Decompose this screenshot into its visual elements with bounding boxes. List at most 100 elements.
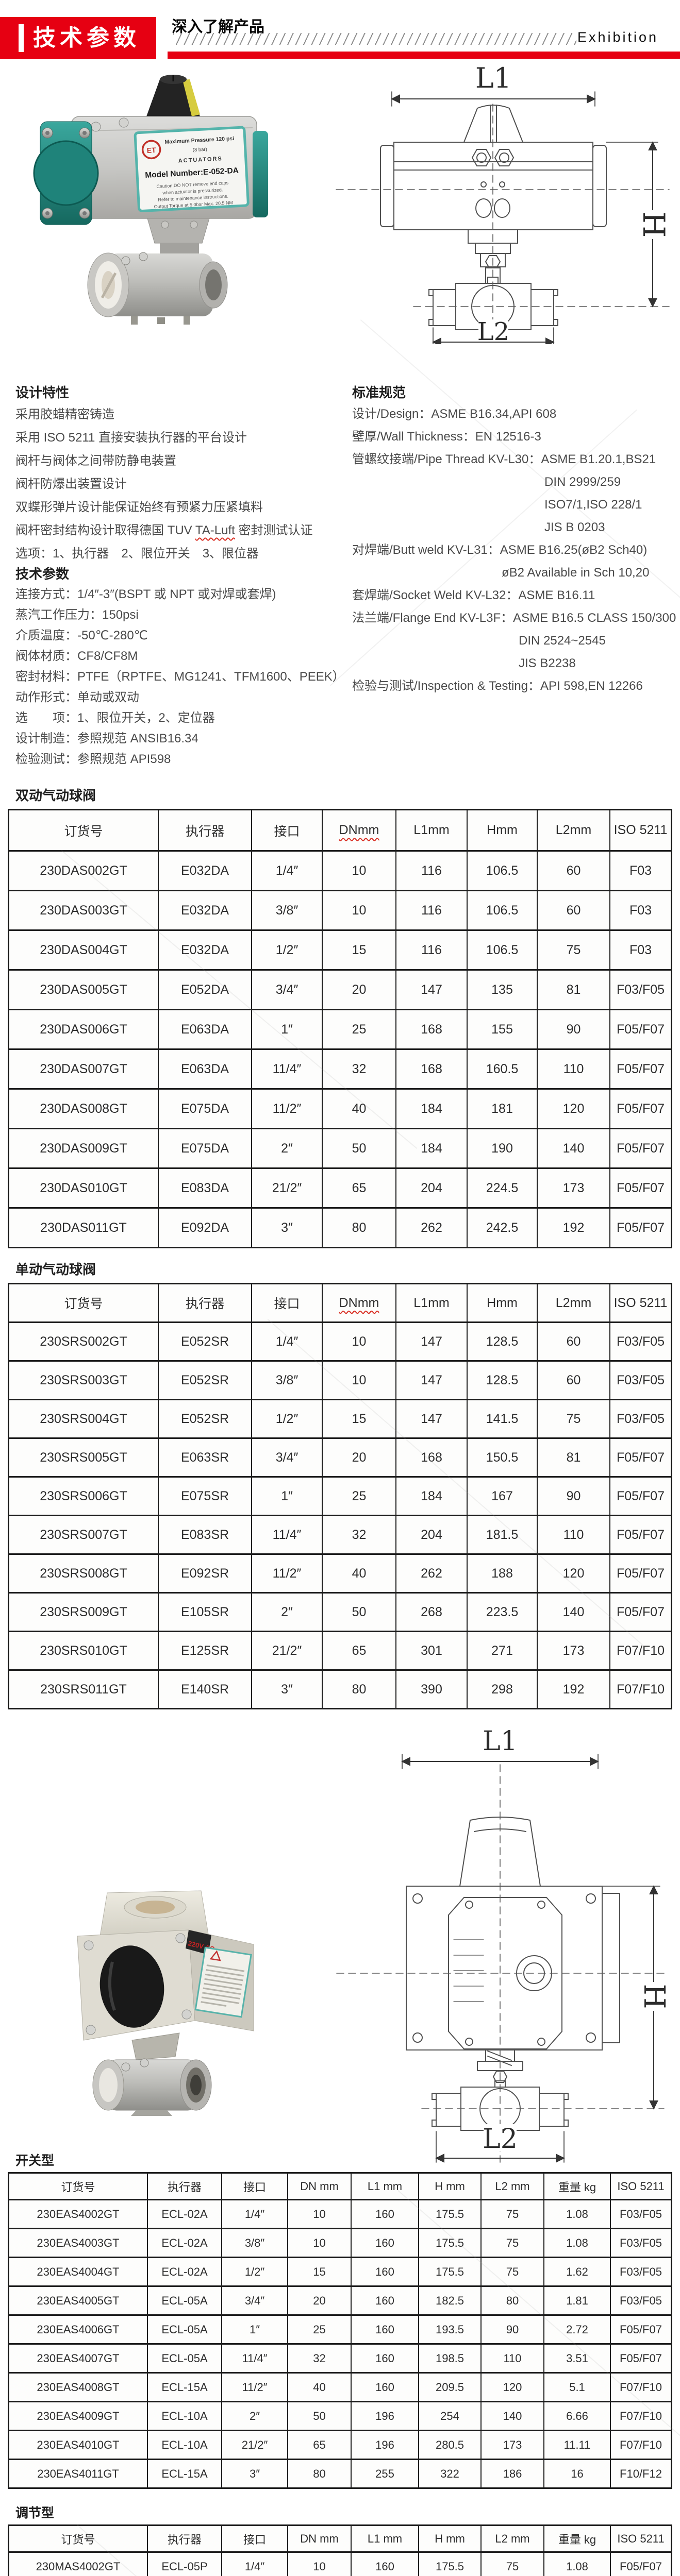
table3-grid: 订货号 执行器 接口 DN mm L1 mm H mm L2 mm 重量 kg ISO 5211…: [8, 2172, 672, 2489]
table-cell: 230SRS009GT: [8, 1592, 159, 1632]
table-cell: 1.08: [543, 2228, 611, 2258]
ball-valve-body-2: [92, 2058, 212, 2116]
table-cell: 11/4″: [251, 1048, 323, 1090]
tech-param-item: 动作形式：单动或双动: [15, 690, 139, 704]
column-header: H mm: [418, 2524, 482, 2553]
table-cell: 2.72: [543, 2314, 611, 2345]
table-cell: 242.5: [467, 1207, 538, 1248]
table-cell: 175.5: [418, 2551, 482, 2576]
table-cell: 184: [395, 1088, 468, 1129]
tech-params-list: 连接方式：1/4″-3″(BSPT 或 NPT 或对焊或套焊) 蒸汽工作压力：15…: [15, 584, 345, 770]
table-cell: 230EAS4011GT: [8, 2459, 148, 2489]
tech-param-item: 密封材料：PTFE（RPTFE、MG1241、TFM1600、PEEK）: [15, 670, 345, 684]
table-row: 230SRS004GT E052SR 1/2″ 15 147 141.5 75 F03/F05: [8, 1399, 672, 1439]
table-cell: 1.08: [543, 2551, 611, 2576]
dim-l1-2: L1: [401, 1726, 599, 1769]
table-cell: 193.5: [418, 2314, 482, 2345]
table3-title: 开关型: [15, 2154, 55, 2168]
table-cell: 3/4″: [221, 2285, 288, 2316]
table-cell: 81: [537, 969, 610, 1010]
table-cell: 230DAS002GT: [8, 850, 159, 891]
table-cell: ECL-15A: [147, 2372, 222, 2402]
table-cell: F03/F05: [610, 2228, 672, 2258]
dimension-drawing-electric: L1 H L2: [329, 1723, 672, 2169]
table-cell: 271: [467, 1631, 538, 1671]
design-feature-item: 双蝶形弹片设计能保证始终有预紧力压紧填料: [15, 500, 263, 514]
column-header: H mm: [418, 2172, 482, 2200]
table-cell: 116: [395, 850, 468, 891]
l1-label: L1: [475, 62, 511, 94]
table-cell: F07/F10: [609, 1631, 672, 1671]
table-cell: 230DAS007GT: [8, 1048, 159, 1090]
standard-line: 壁厚/Wall Thickness：EN 12516-3: [352, 430, 541, 444]
column-header: 接口: [221, 2172, 288, 2200]
table-cell: 280.5: [418, 2430, 482, 2460]
table-row: 230SRS002GT E052SR 1/4″ 10 147 128.5 60 F03/F05: [8, 1321, 672, 1362]
table-cell: 175.5: [418, 2257, 482, 2287]
table-cell: F07/F10: [610, 2372, 672, 2402]
table-cell: 75: [480, 2228, 544, 2258]
electric-actuator: 220V AC: [77, 1890, 254, 2060]
tech-params-title: 技术参数: [15, 566, 70, 582]
table-row: 230EAS4005GT ECL-05A 3/4″ 20 160 182.5 80 1.81 F…: [8, 2285, 672, 2316]
table-row: 230DAS011GT E092DA 3″ 80 262 242.5 192 F05/F07: [8, 1207, 672, 1248]
table-cell: 25: [322, 1009, 396, 1050]
table-cell: 21/2″: [221, 2430, 288, 2460]
table-cell: 60: [537, 890, 610, 931]
table-cell: 90: [537, 1476, 610, 1516]
table-cell: F03: [609, 850, 672, 891]
table-cell: 230DAS010GT: [8, 1167, 159, 1209]
design-feature-item: 阀杆与阀体之间带防静电装置: [15, 454, 176, 468]
table-cell: 186: [480, 2459, 544, 2489]
table-cell: 141.5: [467, 1399, 538, 1439]
table-cell: 5.1: [543, 2372, 611, 2402]
table-row: 230EAS4003GT ECL-02A 3/8″ 10 160 175.5 75 1.08 F…: [8, 2228, 672, 2258]
table-cell: E083DA: [158, 1167, 252, 1209]
table-cell: E052DA: [158, 969, 252, 1010]
column-header: 执行器: [158, 1283, 252, 1323]
table-cell: 255: [351, 2459, 419, 2489]
table-cell: 160: [351, 2199, 419, 2229]
table-cell: E032DA: [158, 929, 252, 971]
table-cell: F05/F07: [609, 1515, 672, 1555]
table-cell: 11.11: [543, 2430, 611, 2460]
table-cell: 110: [537, 1048, 610, 1090]
table-cell: 182.5: [418, 2285, 482, 2316]
table-row: 230SRS010GT E125SR 21/2″ 65 301 271 173 F07/F10: [8, 1631, 672, 1671]
design-features-title: 设计特性: [15, 385, 70, 400]
header-subtitle: 深入了解产品: [172, 19, 264, 36]
column-header: L1 mm: [351, 2524, 419, 2553]
svg-text:(8 bar): (8 bar): [192, 147, 207, 153]
tech-param-item: 选 项：1、限位开关，2、定位器: [15, 711, 215, 725]
table-cell: 230SRS002GT: [8, 1321, 159, 1362]
table-cell: ECL-05P: [147, 2551, 222, 2576]
table-cell: 224.5: [467, 1167, 538, 1209]
table-cell: E052SR: [158, 1360, 252, 1400]
table4-title: 调节型: [15, 2506, 55, 2520]
table-cell: F03/F05: [610, 2257, 672, 2287]
table-cell: E075SR: [158, 1476, 252, 1516]
table-cell: 3″: [251, 1669, 323, 1709]
table-cell: F10/F12: [610, 2459, 672, 2489]
table-cell: 390: [395, 1669, 468, 1709]
table-cell: F05/F07: [609, 1437, 672, 1478]
table-cell: 223.5: [467, 1592, 538, 1632]
table-cell: ECL-15A: [147, 2459, 222, 2489]
column-header: DNmm: [322, 809, 396, 852]
table-row: 230EAS4008GT ECL-15A 11/2″ 40 160 209.5 120 5.1…: [8, 2372, 672, 2402]
table-cell: 40: [287, 2372, 352, 2402]
table-cell: 230EAS4005GT: [8, 2285, 148, 2316]
standard-line: JIS B 0203: [544, 520, 605, 534]
table-cell: E092DA: [158, 1207, 252, 1248]
table-cell: 150.5: [467, 1437, 538, 1478]
table-cell: 3″: [251, 1207, 323, 1248]
table-cell: 160: [351, 2314, 419, 2345]
table-cell: 160: [351, 2551, 419, 2576]
table-cell: 3″: [221, 2459, 288, 2489]
table-cell: 192: [537, 1207, 610, 1248]
l1-label-2: L1: [483, 1726, 518, 1757]
table-cell: 160: [351, 2285, 419, 2316]
table-cell: F03/F05: [609, 1360, 672, 1400]
column-header: 订货号: [8, 2172, 148, 2200]
table-cell: 10: [322, 1321, 396, 1362]
